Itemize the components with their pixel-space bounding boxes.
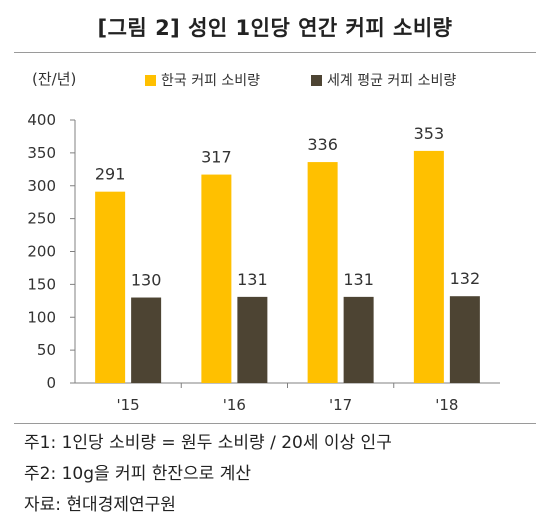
bar-chart: (잔/년) 한국 커피 소비량 세계 평균 커피 소비량 0 50 100 150 20… xyxy=(27,70,500,414)
y-tick-label: 50 xyxy=(37,341,56,359)
y-tick-label: 300 xyxy=(27,177,56,195)
data-label-korea: 353 xyxy=(414,124,445,143)
bar-world xyxy=(131,297,162,383)
bar-korea xyxy=(307,162,338,383)
legend-swatch-world xyxy=(311,75,322,86)
footnotes: 주1: 1인당 소비량 = 원두 소비량 / 20세 이상 인구 주2: 10g… xyxy=(24,428,392,521)
data-label-world: 131 xyxy=(343,270,374,289)
data-label-korea: 317 xyxy=(201,148,232,167)
bar-world xyxy=(449,296,480,383)
legend-label-world: 세계 평균 커피 소비량 xyxy=(327,73,456,89)
bar-korea xyxy=(201,174,232,383)
y-tick-label: 100 xyxy=(27,308,56,326)
x-tick-label: '18 xyxy=(435,396,458,414)
data-label-world: 130 xyxy=(131,271,162,290)
bar-korea xyxy=(413,150,444,383)
y-unit-label: (잔/년) xyxy=(32,70,76,88)
legend-swatch-korea xyxy=(145,75,156,86)
top-divider xyxy=(14,52,536,53)
x-tick-label: '15 xyxy=(117,396,140,414)
data-label-world: 131 xyxy=(237,270,268,289)
y-tick-label: 150 xyxy=(27,275,56,293)
source-note: 자료: 현대경제연구원 xyxy=(24,495,176,515)
bar-korea xyxy=(95,191,126,383)
bar-world xyxy=(237,296,268,383)
x-tick-label: '17 xyxy=(329,396,352,414)
x-tick-label: '16 xyxy=(223,396,246,414)
bar-world xyxy=(343,296,374,383)
legend-label-korea: 한국 커피 소비량 xyxy=(161,73,260,89)
y-tick-label: 200 xyxy=(27,243,56,261)
data-label-korea: 336 xyxy=(307,135,338,154)
footnote-1: 주1: 1인당 소비량 = 원두 소비량 / 20세 이상 인구 xyxy=(24,433,392,453)
plot-area: 0 50 100 150 200 250 300 350 400 '15 291 130 '16 317 1… xyxy=(27,111,500,414)
footnote-2: 주2: 10g을 커피 한잔으로 계산 xyxy=(24,464,251,484)
data-label-korea: 291 xyxy=(95,165,126,184)
y-tick-label: 350 xyxy=(27,144,56,162)
y-tick-label: 250 xyxy=(27,210,56,228)
bottom-divider xyxy=(14,423,536,424)
data-label-world: 132 xyxy=(450,269,481,288)
chart-title: [그림 2] 성인 1인당 연간 커피 소비량 xyxy=(97,16,453,40)
y-tick-label: 400 xyxy=(27,111,56,129)
y-tick-label: 0 xyxy=(46,374,56,392)
